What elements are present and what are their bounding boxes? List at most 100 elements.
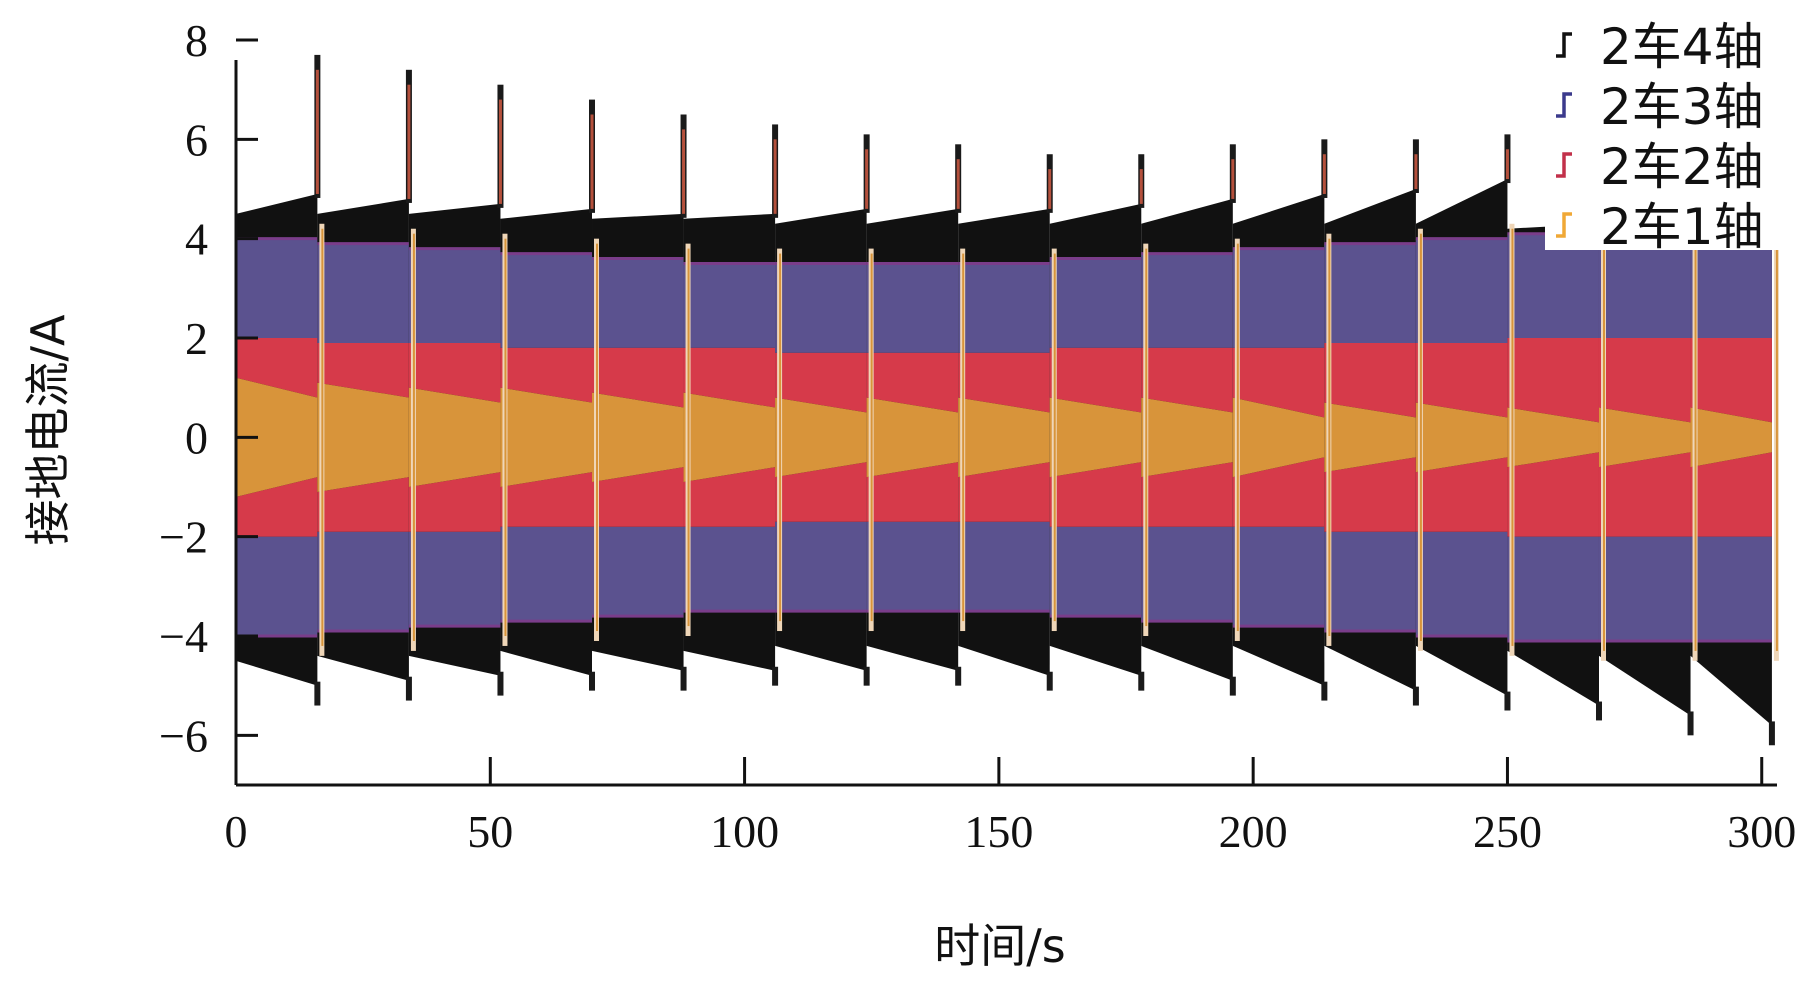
series-1-segment: [1507, 407, 1599, 468]
series-2-segment-pos: [1141, 347, 1233, 413]
series-3-segment-pos: [683, 263, 776, 348]
series-2-segment-neg: [1049, 462, 1142, 527]
series-3-segment-pos: [500, 253, 593, 348]
spike-black-bottom: [1138, 671, 1145, 691]
series-3-segment-neg: [236, 536, 318, 636]
legend-background: [1545, 10, 1816, 250]
series-2-segment-pos: [866, 352, 959, 413]
series-1-segment: [1232, 397, 1325, 478]
spike-orange-line: [962, 253, 965, 622]
series-2-segment-pos: [236, 338, 318, 398]
series-1-segment: [866, 397, 959, 478]
spike-red-top: [1505, 149, 1509, 180]
series-3-segment-pos: [408, 248, 501, 343]
series-1-segment: [236, 377, 318, 497]
series-3-segment-neg: [317, 531, 409, 632]
legend-marker: [1556, 212, 1572, 238]
x-tick-label: 150: [964, 806, 1033, 857]
series-2-segment-pos: [1324, 342, 1416, 418]
y-tick-label: −6: [159, 710, 208, 761]
series-3-segment-neg: [1507, 536, 1599, 641]
series-3-segment-pos: [1598, 233, 1691, 338]
spike-red-top: [315, 69, 319, 194]
series-2-segment-neg: [236, 477, 318, 537]
spike-orange-line: [412, 233, 415, 641]
spike-orange-line: [1236, 243, 1239, 632]
spike-orange-line: [1419, 233, 1422, 641]
legend-entry: 2车1轴: [1556, 198, 1764, 256]
spike-orange-line: [504, 238, 507, 636]
series-3-segment-pos: [1415, 238, 1508, 343]
spike-orange-line: [779, 253, 782, 622]
legend-entry: 2车2轴: [1556, 138, 1764, 196]
series-2-segment-pos: [775, 352, 867, 413]
y-tick-label: 0: [185, 412, 208, 463]
spike-orange-line: [1775, 223, 1778, 651]
spike-red-top: [407, 84, 411, 199]
spike-black-bottom: [405, 676, 412, 701]
spike-black-bottom: [863, 666, 870, 686]
spike-orange-line: [321, 228, 324, 646]
series-2-segment-neg: [592, 467, 684, 527]
series-2-segment-pos: [1690, 338, 1772, 423]
x-tick-label: 0: [225, 806, 248, 857]
series-3-segment-neg: [1324, 531, 1416, 632]
series-1-segment: [1598, 407, 1691, 468]
series-3-segment-pos: [1690, 233, 1772, 338]
spike-black-bottom: [1412, 686, 1419, 706]
x-axis-ticks: 0 50 100 150 200 250 300: [225, 757, 1796, 857]
spike-orange-line: [1145, 248, 1148, 627]
spike-orange-line: [1602, 223, 1605, 651]
series-3-segment-neg: [500, 526, 593, 622]
series-3-segment-pos: [1232, 248, 1325, 348]
series-2-segment-pos: [1507, 338, 1599, 423]
spike-black-bottom: [1321, 681, 1328, 701]
spike-black-bottom: [1687, 711, 1694, 736]
spike-red-top: [590, 114, 594, 209]
legend-marker: [1556, 152, 1572, 178]
spike-black-bottom: [1046, 671, 1053, 691]
series-1-segment: [1324, 402, 1416, 473]
series-3-segment-neg: [1141, 526, 1233, 622]
series-1-segment: [958, 397, 1050, 478]
series-1-segment: [1690, 407, 1772, 468]
y-tick-label: 2: [185, 313, 208, 364]
series-3-segment-neg: [1049, 526, 1142, 617]
series-3-segment-neg: [1232, 526, 1325, 627]
series-2-segment-pos: [958, 352, 1050, 413]
x-tick-label: 100: [710, 806, 779, 857]
series-3-segment-neg: [1690, 536, 1772, 641]
series-2-segment-neg: [500, 472, 593, 527]
series-3-segment-neg: [866, 521, 959, 612]
series-3-segment-pos: [1324, 243, 1416, 343]
series-2-segment-neg: [408, 472, 501, 532]
legend-label: 2车2轴: [1600, 138, 1764, 196]
series-2-segment-pos: [317, 342, 409, 398]
series-2-segment-pos: [1049, 347, 1142, 413]
spike-red-top: [865, 149, 869, 209]
spike-black-bottom: [589, 671, 596, 691]
spike-black-bottom: [955, 666, 962, 686]
spike-red-top: [682, 129, 686, 214]
y-tick-label: −2: [159, 512, 208, 563]
series-2-segment-neg: [1507, 452, 1599, 537]
y-tick-label: 8: [185, 15, 208, 66]
series-3-segment-neg: [775, 521, 867, 612]
y-tick-label: 6: [185, 114, 208, 165]
spike-red-top: [498, 99, 502, 204]
series-3-segment-pos: [317, 243, 409, 343]
spike-black-bottom: [314, 681, 321, 706]
series-1-segment: [592, 392, 684, 483]
series-2-segment-pos: [1598, 338, 1691, 423]
legend-label: 2车4轴: [1600, 18, 1764, 76]
legend-marker: [1556, 32, 1572, 58]
series-2-segment-neg: [775, 462, 867, 522]
series-2-segment-neg: [1324, 457, 1416, 532]
spike-red-top: [773, 139, 777, 214]
series-1-segment: [317, 382, 409, 492]
series-3-segment-pos: [1141, 253, 1233, 348]
legend-label: 2车1轴: [1600, 198, 1764, 256]
legend-entry: 2车4轴: [1556, 18, 1764, 76]
series-3-segment-neg: [592, 526, 684, 617]
